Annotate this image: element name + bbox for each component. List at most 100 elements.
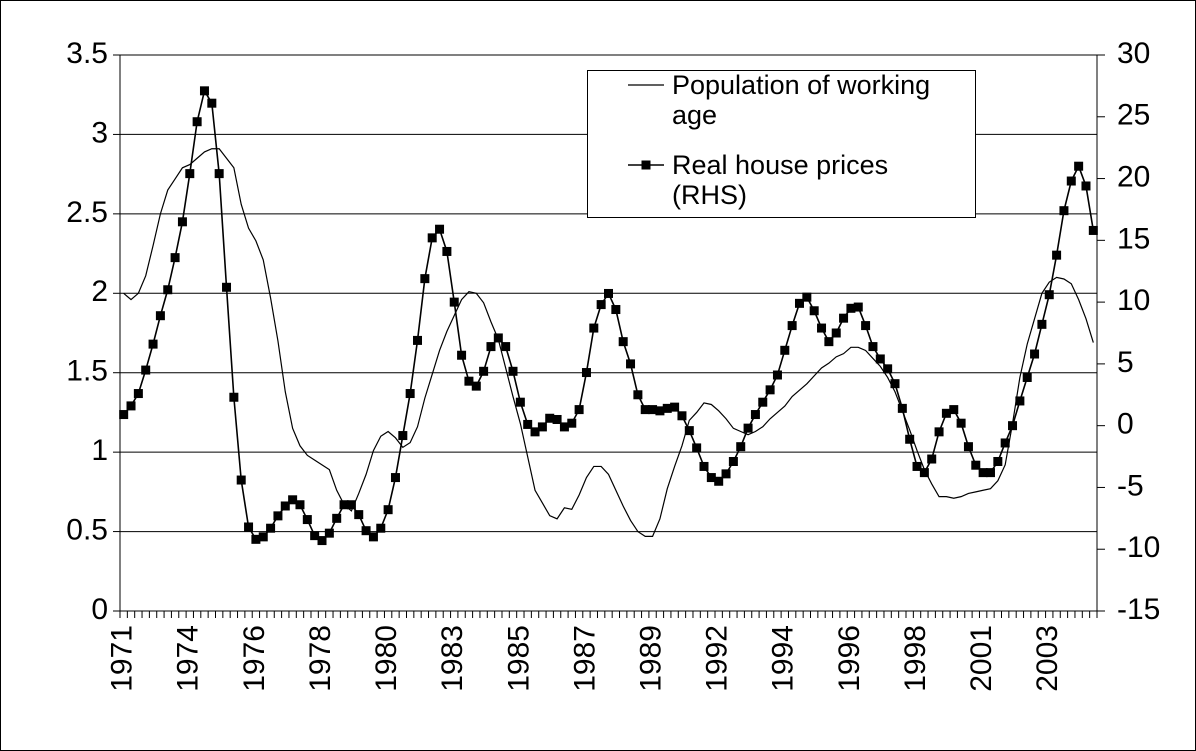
legend-swatch	[641, 160, 651, 170]
marker	[493, 333, 503, 343]
marker	[163, 285, 173, 295]
marker	[699, 461, 709, 471]
legend-box	[587, 70, 976, 218]
marker	[413, 335, 423, 345]
marker	[1052, 250, 1062, 260]
marker	[1000, 438, 1010, 448]
y2-tick-label: 5	[1117, 346, 1134, 379]
marker	[427, 233, 437, 243]
marker	[604, 288, 613, 298]
marker	[655, 406, 665, 416]
marker	[332, 513, 342, 523]
marker	[721, 469, 731, 479]
marker	[207, 98, 217, 108]
marker	[559, 422, 569, 432]
marker	[853, 302, 863, 312]
marker	[794, 298, 804, 308]
marker	[677, 411, 687, 421]
marker	[567, 418, 577, 428]
marker	[1015, 396, 1025, 406]
marker	[339, 500, 349, 510]
x-tick-label: 1974	[172, 625, 205, 692]
marker	[618, 337, 628, 347]
marker	[354, 510, 364, 520]
marker	[949, 405, 959, 415]
marker	[978, 468, 988, 478]
marker	[310, 531, 320, 541]
marker	[420, 274, 430, 284]
y-tick-label: 0	[91, 593, 108, 626]
marker	[324, 528, 334, 538]
marker	[1030, 349, 1040, 359]
y-tick-label: 3	[91, 116, 108, 149]
y-tick-label: 2	[91, 275, 108, 308]
marker	[1022, 372, 1032, 382]
marker	[435, 224, 445, 234]
marker	[809, 306, 819, 316]
marker	[471, 381, 481, 391]
x-tick-label: 1985	[502, 625, 535, 692]
marker	[302, 515, 312, 525]
marker	[155, 311, 165, 321]
x-tick-label: 2003	[1031, 625, 1064, 692]
marker	[662, 403, 672, 413]
marker	[648, 405, 658, 415]
marker	[486, 342, 496, 352]
marker	[288, 495, 298, 505]
y2-tick-label: 0	[1117, 408, 1134, 441]
x-tick-label: 1971	[106, 625, 139, 692]
marker	[941, 408, 951, 418]
marker	[581, 368, 591, 378]
marker	[596, 300, 606, 310]
marker	[501, 342, 511, 352]
marker	[199, 86, 209, 96]
marker	[787, 321, 797, 331]
marker	[464, 376, 474, 386]
y-tick-label: 1.5	[66, 355, 108, 388]
y2-tick-label: 30	[1117, 37, 1150, 70]
marker	[177, 217, 187, 227]
marker	[383, 505, 393, 515]
marker	[192, 117, 202, 127]
marker	[706, 473, 716, 483]
x-tick-label: 2001	[965, 625, 998, 692]
marker	[861, 321, 871, 331]
marker	[875, 354, 885, 364]
marker	[824, 337, 834, 347]
legend-label: Population of working age	[672, 70, 931, 130]
y2-tick-label: 15	[1117, 222, 1150, 255]
marker	[170, 253, 180, 263]
marker	[229, 392, 239, 402]
marker	[457, 350, 467, 360]
marker	[684, 426, 694, 436]
y-tick-label: 1	[91, 434, 108, 467]
marker	[1074, 161, 1084, 171]
marker	[361, 526, 371, 536]
marker	[611, 305, 621, 315]
marker	[993, 456, 1003, 466]
marker	[251, 534, 261, 544]
x-tick-label: 1994	[767, 625, 800, 692]
marker	[537, 422, 547, 432]
marker	[758, 397, 768, 407]
x-tick-label: 1980	[370, 625, 403, 692]
marker	[398, 431, 408, 441]
y2-tick-label: 20	[1117, 160, 1150, 193]
marker	[479, 366, 489, 376]
marker	[222, 282, 232, 292]
marker	[133, 389, 143, 399]
x-tick-label: 1996	[833, 625, 866, 692]
marker	[126, 401, 136, 411]
marker	[692, 443, 702, 453]
marker	[1066, 176, 1076, 186]
marker	[1081, 181, 1091, 191]
marker	[750, 410, 760, 420]
x-tick-label: 1976	[238, 625, 271, 692]
marker	[515, 397, 525, 407]
y-tick-label: 0.5	[66, 513, 108, 546]
marker	[346, 500, 356, 510]
x-tick-label: 1987	[568, 625, 601, 692]
marker	[971, 460, 981, 470]
